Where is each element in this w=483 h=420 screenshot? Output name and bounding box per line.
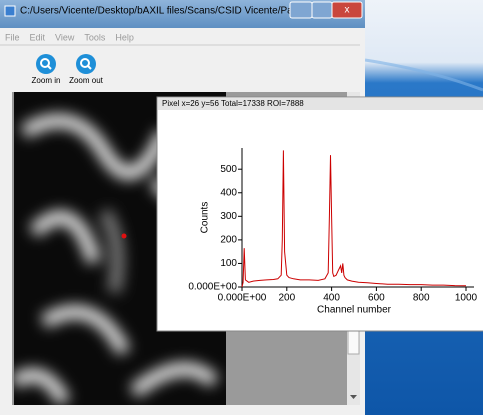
- menu-item[interactable]: Edit: [30, 32, 46, 42]
- x-tick-label: 800: [413, 293, 430, 304]
- x-tick-label: 400: [323, 293, 340, 304]
- menu-item[interactable]: File: [5, 32, 20, 42]
- toolbar-label: Zoom in: [32, 76, 61, 85]
- page: {"window":{"title":"C:/Users/Vicente/Des…: [0, 0, 483, 415]
- y-tick-label: 300: [220, 211, 237, 222]
- x-tick-label: 600: [368, 293, 385, 304]
- y-axis-label: Counts: [200, 202, 211, 234]
- x-tick-label: 1000: [455, 293, 478, 304]
- y-tick-label: 100: [220, 258, 237, 269]
- scrollbar-thumb[interactable]: [348, 330, 359, 354]
- x-axis-label: Channel number: [317, 305, 392, 316]
- zoom-out-button[interactable]: [76, 54, 96, 74]
- window-title: C:/Users/Vicente/Desktop/bAXIL files/Sca…: [20, 6, 323, 17]
- zoom-in-button[interactable]: [36, 54, 56, 74]
- minimize-button[interactable]: [290, 2, 312, 18]
- menu-item[interactable]: Tools: [84, 32, 106, 42]
- toolbar-label: Zoom out: [69, 76, 104, 85]
- screen: C:/Users/Vicente/Desktop/bAXIL files/Sca…: [0, 0, 483, 415]
- y-tick-label: 0.000E+00: [188, 282, 237, 293]
- menu-item[interactable]: View: [55, 32, 75, 42]
- y-tick-label: 500: [220, 164, 237, 175]
- maximize-button[interactable]: [312, 2, 332, 18]
- y-tick-label: 400: [220, 187, 237, 198]
- popup-title: Pixel x=26 y=56 Total=17338 ROI=7888: [162, 99, 304, 108]
- menu-item[interactable]: Help: [115, 32, 134, 42]
- x-tick-label: 0.000E+00: [218, 293, 267, 304]
- pixel-marker: [122, 234, 127, 239]
- y-tick-label: 200: [220, 235, 237, 246]
- close-icon: x: [345, 5, 350, 16]
- app-icon: [5, 6, 15, 16]
- x-tick-label: 200: [278, 293, 295, 304]
